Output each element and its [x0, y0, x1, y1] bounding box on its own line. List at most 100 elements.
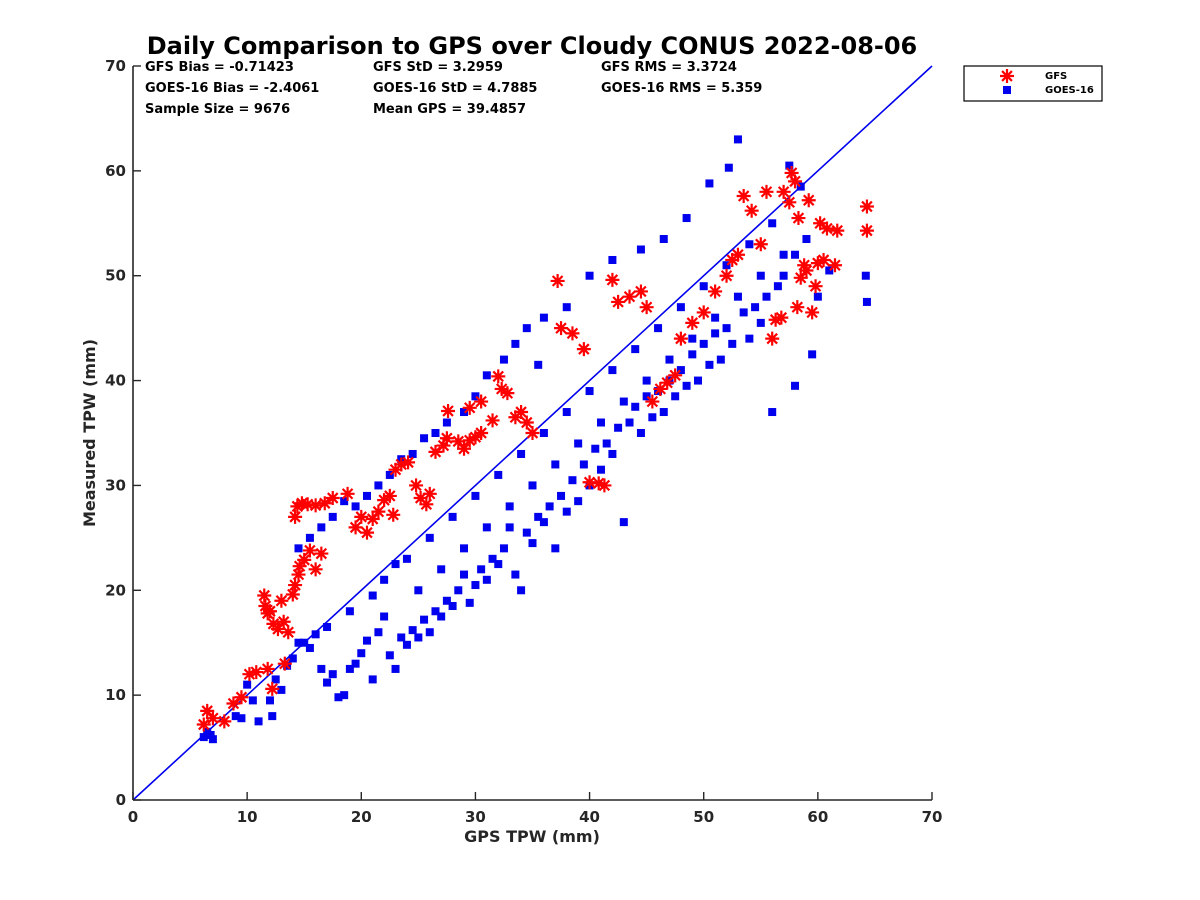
gfs-point — [810, 256, 825, 271]
stat-mean-gps: Mean GPS = 39.4857 — [373, 102, 526, 117]
legend-gfs-asterisk-icon — [1000, 69, 1014, 83]
gfs-point — [297, 552, 312, 567]
goes16-point — [688, 334, 697, 343]
goes16-point — [448, 512, 457, 521]
goes16-point — [454, 586, 463, 595]
goes16-point — [694, 376, 703, 385]
goes16-point — [471, 581, 480, 590]
goes16-point — [362, 636, 371, 645]
y-tick-label: 20 — [105, 581, 126, 599]
gfs-point — [494, 381, 509, 396]
goes16-point — [408, 626, 417, 635]
goes16-point — [522, 528, 531, 537]
gfs-point — [808, 279, 823, 294]
y-tick-label: 70 — [105, 57, 126, 75]
gfs-point — [576, 342, 591, 357]
goes16-point — [431, 607, 440, 616]
gfs-point — [226, 696, 241, 711]
goes16-point — [602, 439, 611, 448]
goes16-point — [562, 408, 571, 417]
gfs-point — [451, 434, 466, 449]
goes16-point — [340, 691, 349, 700]
gfs-point — [645, 394, 660, 409]
gfs-point — [816, 252, 831, 267]
y-tick-label: 40 — [105, 372, 126, 390]
goes16-point — [199, 733, 208, 742]
gfs-point — [736, 189, 751, 204]
goes16-point — [768, 219, 777, 228]
goes16-point — [825, 266, 834, 275]
goes16-point — [265, 696, 274, 705]
gfs-point — [409, 478, 424, 493]
gfs-point — [799, 263, 814, 278]
gfs-point — [276, 614, 291, 629]
stat-sample-size: Sample Size = 9676 — [145, 102, 290, 117]
series-gfs — [196, 165, 874, 732]
gfs-point — [859, 199, 874, 214]
goes16-point — [362, 491, 371, 500]
legend: GFS GOES-16 — [963, 65, 1103, 102]
goes16-point — [733, 292, 742, 301]
goes16-point — [534, 360, 543, 369]
gfs-point — [797, 258, 812, 273]
goes16-point — [414, 633, 423, 642]
goes16-point — [539, 518, 548, 527]
goes16-point — [574, 497, 583, 506]
goes16-point — [614, 423, 623, 432]
gfs-point — [422, 486, 437, 501]
gfs-point — [708, 284, 723, 299]
goes16-point — [231, 712, 240, 721]
goes16-point — [317, 664, 326, 673]
goes16-point — [288, 654, 297, 663]
goes16-point — [671, 392, 680, 401]
goes16-point — [528, 481, 537, 490]
x-tick-label: 30 — [465, 808, 486, 826]
data-points-group — [196, 135, 874, 744]
goes16-point — [791, 250, 800, 259]
goes16-point — [682, 214, 691, 223]
gfs-point — [696, 305, 711, 320]
gfs-point — [788, 174, 803, 189]
x-tick-label: 10 — [237, 808, 258, 826]
gfs-point — [196, 717, 211, 732]
goes16-point — [323, 678, 332, 687]
goes16-point — [334, 693, 343, 702]
goes16-point — [751, 303, 760, 312]
gfs-point — [308, 562, 323, 577]
goes16-point — [773, 282, 782, 291]
goes16-point — [551, 544, 560, 553]
goes16-point — [248, 696, 257, 705]
gfs-point — [525, 426, 540, 440]
gfs-point — [260, 661, 275, 676]
goes16-point — [517, 449, 526, 458]
gfs-point — [813, 216, 828, 231]
stat-goes16-bias: GOES-16 Bias = -2.4061 — [145, 81, 319, 96]
goes16-point — [728, 339, 737, 348]
goes16-point — [305, 533, 314, 542]
gfs-point — [371, 504, 386, 519]
goes16-point — [374, 481, 383, 490]
goes16-point — [511, 339, 520, 348]
stat-goes16-std: GOES-16 StD = 4.7885 — [373, 81, 537, 96]
gfs-point — [827, 258, 842, 273]
goes16-point — [294, 638, 303, 647]
gfs-point — [205, 711, 220, 726]
gfs-point — [660, 375, 675, 390]
goes16-point — [699, 282, 708, 291]
stats-annotation-group: GFS Bias = -0.71423 GFS StD = 3.2959 GFS… — [145, 60, 762, 117]
goes16-point — [391, 560, 400, 569]
gfs-point — [753, 237, 768, 252]
gfs-point — [441, 403, 456, 418]
goes16-point — [813, 292, 822, 301]
gfs-point — [340, 486, 355, 501]
gfs-point — [597, 478, 612, 493]
goes16-point — [465, 598, 474, 607]
goes16-point — [477, 565, 486, 574]
goes16-point — [471, 392, 480, 401]
goes16-point — [460, 408, 469, 417]
legend-goes16-square-icon — [1003, 86, 1011, 94]
goes16-point — [328, 670, 337, 679]
goes16-point — [460, 544, 469, 553]
goes16-point — [494, 470, 503, 479]
goes16-point — [596, 418, 605, 427]
